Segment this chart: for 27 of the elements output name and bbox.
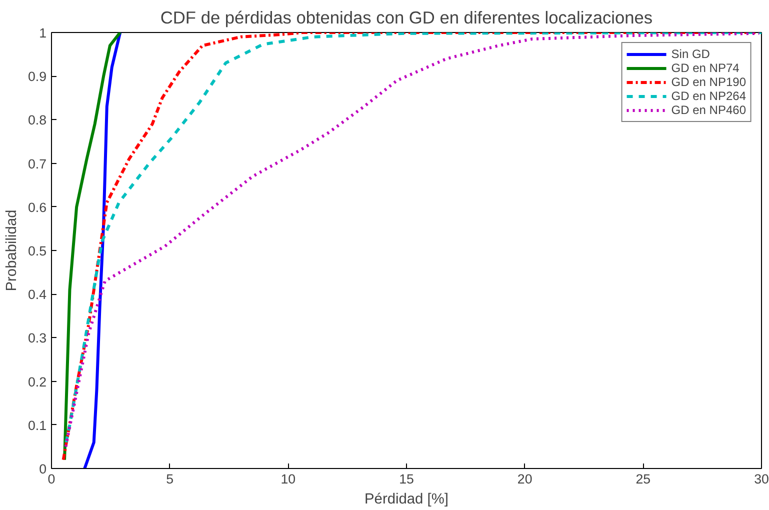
legend-label: GD en NP74 <box>671 61 740 75</box>
line-series <box>83 32 122 468</box>
y-tick-label: 0.2 <box>28 374 47 390</box>
x-tick-label: 5 <box>166 472 174 486</box>
legend-label: GD en NP460 <box>671 103 746 117</box>
y-tick-label: 0.3 <box>28 330 47 346</box>
legend-label: GD en NP264 <box>671 89 746 103</box>
x-tick-label: 30 <box>754 472 769 486</box>
y-tick-label: 0 <box>39 462 47 476</box>
y-tick-label: 0.7 <box>28 156 47 172</box>
y-tick-label: 0.1 <box>28 418 47 433</box>
y-tick-label: 0.9 <box>28 69 47 84</box>
y-tick-label: 0.8 <box>28 112 47 128</box>
x-tick-label: 25 <box>636 472 651 486</box>
x-tick-label: 10 <box>280 472 296 486</box>
y-tick-label: 0.6 <box>28 200 47 215</box>
chart-title: CDF de pérdidas obtenidas con GD en diferentes localizaciones <box>160 8 653 28</box>
y-tick-label: 0.5 <box>28 244 47 258</box>
x-axis-title: Pérdidad [%] <box>364 492 448 508</box>
y-tick-label: 1 <box>39 26 47 40</box>
legend-label: Sin GD <box>671 47 710 61</box>
y-axis-title: Probabilidad <box>4 210 20 292</box>
x-tick-label: 20 <box>517 472 532 486</box>
line-series <box>63 32 122 462</box>
x-tick-label: 15 <box>399 472 414 486</box>
y-tick-label: 0.4 <box>28 287 48 302</box>
legend-label: GD en NP190 <box>671 75 746 89</box>
